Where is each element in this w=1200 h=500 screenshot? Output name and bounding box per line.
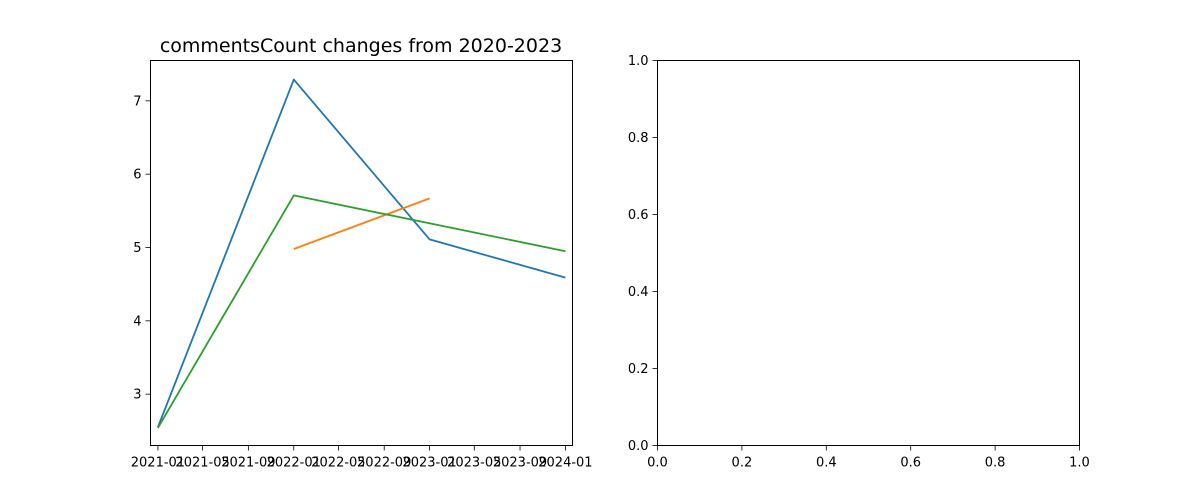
y-tick-label: 5 [133, 241, 141, 256]
y-tick-label: 7 [133, 94, 141, 109]
x-tick-label: 2023-01 [402, 456, 456, 471]
y-tick-label: 1.0 [628, 54, 649, 69]
right-x-ticks: 0.0 0.2 0.4 0.6 0.8 1.0 [647, 445, 1090, 471]
y-tick-label: 0.6 [628, 208, 649, 223]
right-axes-frame [657, 60, 1080, 446]
series-line-2 [293, 197, 430, 250]
x-tick-label: 2021-01 [131, 456, 185, 471]
y-tick-label: 6 [133, 168, 141, 183]
x-tick-label: 2021-05 [175, 456, 229, 471]
left-series-group [157, 78, 566, 429]
x-tick-label: 2021-09 [221, 456, 275, 471]
series-line-1 [157, 78, 566, 428]
y-tick-label: 0.4 [628, 285, 649, 300]
series-line-3 [157, 194, 566, 429]
left-x-ticks: 2021-012021-052021-092022-012022-052022-… [131, 445, 593, 471]
right-y-ticks: 0.0 0.2 0.4 0.6 0.8 1.0 [628, 54, 658, 454]
x-tick-label: 2022-09 [357, 456, 411, 471]
x-tick-label: 2023-09 [493, 456, 547, 471]
x-tick-label: 0.8 [985, 456, 1006, 471]
left-chart-title: commentsCount changes from 2020-2023 [160, 35, 562, 57]
left-axes-frame [150, 60, 573, 446]
left-y-ticks: 3 4 5 6 7 [133, 94, 151, 403]
x-tick-label: 0.4 [816, 456, 837, 471]
x-tick-label: 1.0 [1069, 456, 1090, 471]
x-tick-label: 2022-05 [311, 456, 365, 471]
y-tick-label: 0.0 [628, 439, 649, 454]
x-tick-label: 2023-05 [447, 456, 501, 471]
x-tick-label: 0.6 [900, 456, 921, 471]
x-tick-label: 0.2 [732, 456, 753, 471]
y-tick-label: 0.2 [628, 362, 649, 377]
x-tick-label: 2022-01 [267, 456, 321, 471]
right-chart: 0.0 0.2 0.4 0.6 0.8 1.0 0.0 0.2 0.4 0.6 0.8 1.0 [628, 54, 1090, 471]
y-tick-label: 4 [133, 314, 141, 329]
y-tick-label: 0.8 [628, 131, 649, 146]
y-tick-label: 3 [133, 388, 141, 403]
left-chart: commentsCount changes from 2020-2023 202… [131, 35, 593, 471]
x-tick-label: 0.0 [647, 456, 668, 471]
x-tick-label: 2024-01 [538, 456, 592, 471]
